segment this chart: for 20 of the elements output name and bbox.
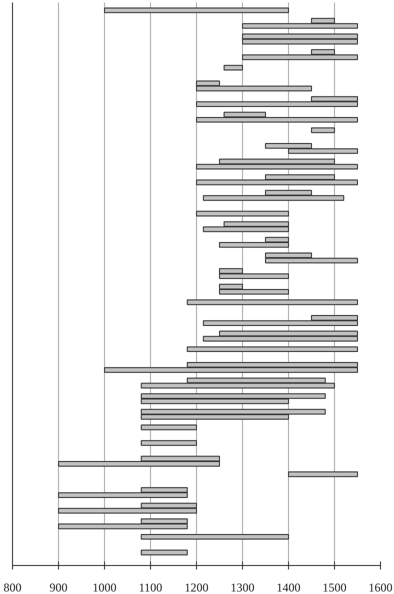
bar bbox=[186, 299, 358, 306]
x-tick-label: 1300 bbox=[230, 580, 254, 594]
x-tick-label: 1600 bbox=[368, 580, 392, 594]
x-tick-label: 1100 bbox=[138, 580, 162, 594]
bar bbox=[140, 534, 289, 540]
x-tick-label: 900 bbox=[50, 580, 68, 594]
bar bbox=[224, 64, 243, 71]
bar bbox=[186, 346, 358, 352]
bar bbox=[140, 440, 197, 446]
x-tick-label: 1400 bbox=[276, 580, 300, 594]
bar bbox=[140, 550, 188, 556]
x-tick-label: 1500 bbox=[322, 580, 346, 594]
x-tick-label: 1200 bbox=[184, 580, 208, 594]
bar bbox=[104, 7, 289, 14]
bar bbox=[311, 127, 335, 134]
bar bbox=[288, 471, 358, 478]
x-tick-label: 1000 bbox=[92, 580, 116, 594]
x-tick-label: 800 bbox=[4, 580, 22, 594]
bar bbox=[140, 424, 197, 430]
bar bbox=[196, 210, 289, 216]
